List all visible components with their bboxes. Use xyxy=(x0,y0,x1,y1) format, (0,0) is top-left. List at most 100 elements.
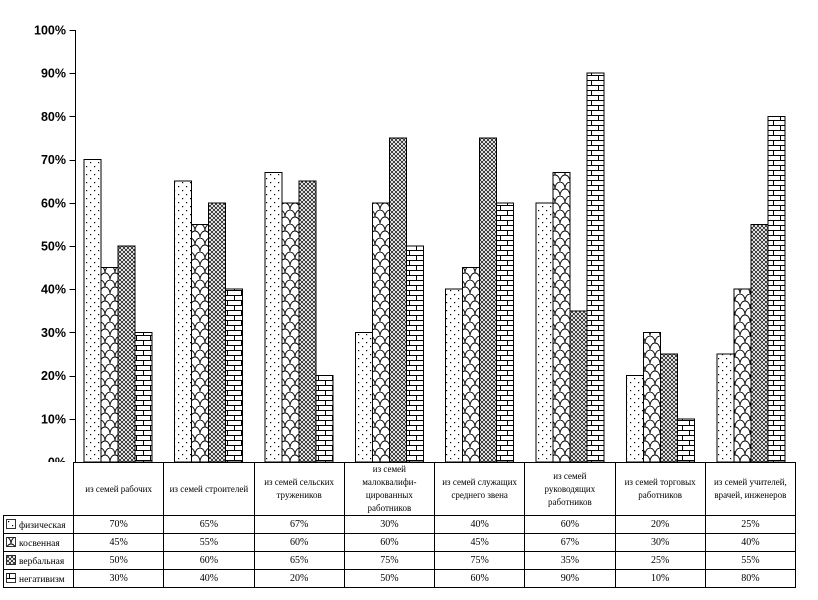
value-cell: 60% xyxy=(343,533,436,553)
bar-series0-group7 xyxy=(716,353,735,463)
table-corner-cell xyxy=(4,463,74,516)
bar-series1-group3 xyxy=(371,202,390,463)
category-header: из семей строителей xyxy=(163,461,255,517)
bar-series3-group4 xyxy=(496,202,515,463)
y-axis-tick-label: 40% xyxy=(41,283,66,297)
bar-series3-group2 xyxy=(315,375,334,463)
bar-series2-group5 xyxy=(569,310,588,463)
value-cell: 35% xyxy=(524,551,616,571)
value-cell: 55% xyxy=(163,533,255,553)
value-cell: 30% xyxy=(343,515,436,535)
bar-series3-group5 xyxy=(586,72,605,463)
bar-series1-group5 xyxy=(552,172,571,463)
value-cell: 80% xyxy=(704,569,797,589)
bar-series2-group1 xyxy=(208,202,227,463)
bar-series2-group0 xyxy=(117,245,136,463)
value-cell: 45% xyxy=(433,533,526,553)
diamond-hatch-pattern-icon xyxy=(6,554,16,565)
category-header: из семей служащих среднего звена xyxy=(433,461,526,517)
category-header: из семей руководящих работников xyxy=(524,461,616,517)
value-cell: 25% xyxy=(614,551,706,571)
bar-series1-group2 xyxy=(281,202,300,463)
value-cell: 70% xyxy=(72,515,165,535)
category-header: из семей торговых работников xyxy=(614,461,706,517)
value-cell: 50% xyxy=(343,569,436,589)
bar-series2-group2 xyxy=(298,180,317,463)
bar-series0-group4 xyxy=(445,288,464,463)
bar-series1-group7 xyxy=(733,288,752,463)
bar-series2-group6 xyxy=(659,353,678,463)
bar-series2-group7 xyxy=(750,223,769,463)
y-axis-tick-label: 10% xyxy=(41,412,66,426)
bar-series3-group7 xyxy=(767,115,786,463)
value-cell: 60% xyxy=(524,515,616,535)
bar-series0-group2 xyxy=(264,172,283,463)
value-cell: 67% xyxy=(253,515,345,535)
bar-series2-group4 xyxy=(479,137,498,463)
category-header: из семей сельских тружеников xyxy=(253,461,345,517)
value-cell: 40% xyxy=(163,569,255,589)
category-header: из семей учителей, врачей, инженеров xyxy=(704,461,797,517)
value-cell: 30% xyxy=(72,569,165,589)
y-axis: 0% 10% 20% 30% 40% 50% 60% 70% 80% 90% 100% xyxy=(34,24,76,464)
y-axis-tick-label: 50% xyxy=(41,240,66,254)
value-cell: 60% xyxy=(253,533,345,553)
brick-pattern-icon xyxy=(6,572,16,583)
y-axis-tick-label: 90% xyxy=(41,67,66,81)
value-cell: 60% xyxy=(163,551,255,571)
fish-scale-pattern-icon xyxy=(6,536,16,547)
value-cell: 30% xyxy=(614,533,706,553)
legend-cell: вербальная xyxy=(3,551,74,571)
y-axis-tick-label: 30% xyxy=(41,326,66,340)
legend-label: негативизм xyxy=(19,574,65,585)
chart-canvas: 0% 10% 20% 30% 40% 50% 60% 70% 80% 90% 100% xyxy=(34,24,786,464)
legend-label: физическая xyxy=(19,520,66,531)
y-axis-tick-label: 70% xyxy=(41,153,66,167)
y-axis-tick-label: 20% xyxy=(41,369,66,383)
value-cell: 45% xyxy=(72,533,165,553)
bar-series3-group0 xyxy=(134,331,153,463)
bar-series3-group1 xyxy=(225,288,244,463)
y-axis-tick-label: 0% xyxy=(48,456,66,464)
legend-cell: физическая xyxy=(3,515,74,535)
value-cell: 60% xyxy=(433,569,526,589)
category-header: из семей рабочих xyxy=(72,461,165,517)
value-cell: 20% xyxy=(253,569,345,589)
bar-series2-group3 xyxy=(388,137,407,463)
bar-series1-group4 xyxy=(462,267,481,463)
bar-series0-group1 xyxy=(174,180,193,463)
value-cell: 90% xyxy=(524,569,616,589)
legend-cell: косвенная xyxy=(3,533,74,553)
legend-cell: негативизм xyxy=(3,569,74,589)
bar-series1-group6 xyxy=(642,331,661,463)
value-cell: 50% xyxy=(72,551,165,571)
bar-series0-group3 xyxy=(354,331,373,463)
value-cell: 20% xyxy=(614,515,706,535)
y-axis-tick-label: 100% xyxy=(34,24,66,38)
bar-series0-group5 xyxy=(535,202,554,463)
bar-series3-group6 xyxy=(676,418,695,463)
bar-series0-group0 xyxy=(83,159,102,463)
value-cell: 67% xyxy=(524,533,616,553)
bar-series0-group6 xyxy=(625,375,644,463)
legend-label: вербальная xyxy=(19,556,65,567)
value-cell: 55% xyxy=(704,551,797,571)
value-cell: 65% xyxy=(163,515,255,535)
dotted-pattern-icon xyxy=(6,518,16,529)
chart-data-table: из семей рабочих из семей строителей из се… xyxy=(3,461,797,589)
value-cell: 40% xyxy=(433,515,526,535)
bar-series1-group0 xyxy=(100,267,119,463)
value-cell: 10% xyxy=(614,569,706,589)
value-cell: 75% xyxy=(343,551,436,571)
bar-series3-group3 xyxy=(405,245,424,463)
value-cell: 65% xyxy=(253,551,345,571)
bars-layer xyxy=(83,72,786,463)
bar-series1-group1 xyxy=(191,223,210,463)
y-axis-tick-label: 60% xyxy=(41,196,66,210)
value-cell: 25% xyxy=(704,515,797,535)
category-header: из семей малоквалифи- цированных работни… xyxy=(343,461,436,517)
y-axis-tick-label: 80% xyxy=(41,110,66,124)
value-cell: 40% xyxy=(704,533,797,553)
legend-label: косвенная xyxy=(19,538,60,549)
